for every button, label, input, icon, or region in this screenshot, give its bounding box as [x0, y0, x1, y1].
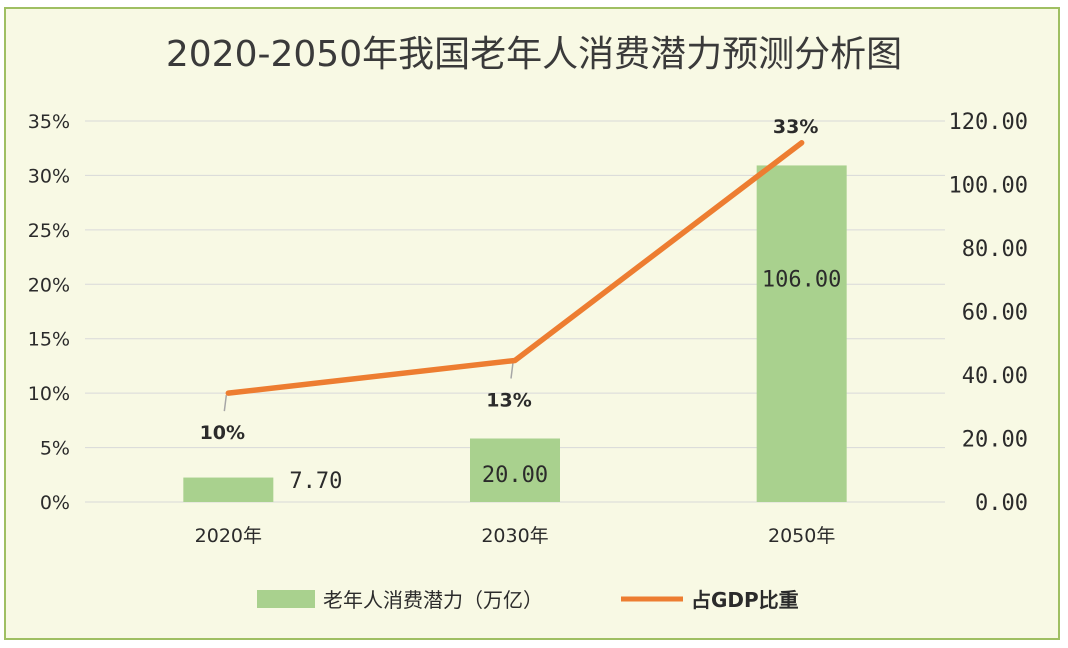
- y-left-tick-label: 15%: [28, 329, 70, 351]
- line-data-label: 33%: [773, 116, 818, 138]
- y-right-tick-label: 0.00: [975, 491, 1028, 516]
- y-left-tick-label: 30%: [28, 165, 70, 187]
- bar: [470, 438, 560, 502]
- legend-bar-swatch: [257, 590, 315, 608]
- bar: [183, 477, 274, 502]
- bar-data-label: 106.00: [762, 268, 841, 293]
- data-labels: 7.70 20.00 106.00 10% 13% 33%: [200, 116, 842, 494]
- legend-bar-label: 老年人消费潜力（万亿）: [323, 588, 543, 612]
- chart-frame: [4, 7, 1060, 640]
- leader-line: [223, 395, 228, 412]
- y-left-tick-label: 25%: [28, 220, 70, 242]
- y-axis-left: 0% 5% 10% 15% 20% 25% 30% 35%: [28, 111, 70, 514]
- y-left-tick-label: 5%: [40, 438, 70, 460]
- chart-title: 2020-2050年我国老年人消费潜力预测分析图: [166, 34, 902, 75]
- x-tick-label: 2030年: [481, 525, 548, 547]
- y-left-tick-label: 35%: [28, 111, 70, 133]
- y-right-tick-label: 80.00: [962, 237, 1028, 262]
- y-axis-right: 0.00 20.00 40.00 60.00 80.00 100.00 120.00: [949, 110, 1028, 516]
- legend-line-label: 占GDP比重: [691, 588, 799, 612]
- y-right-tick-label: 60.00: [962, 301, 1028, 326]
- y-right-tick-label: 120.00: [949, 110, 1028, 135]
- line-series: [225, 140, 805, 396]
- legend: 老年人消费潜力（万亿） 占GDP比重: [257, 588, 799, 612]
- bar-series: [183, 165, 847, 502]
- line-path: [225, 140, 805, 396]
- x-tick-label: 2020年: [195, 525, 262, 547]
- x-tick-label: 2050年: [768, 525, 835, 547]
- leader-line: [510, 362, 514, 379]
- y-right-tick-label: 20.00: [962, 428, 1028, 453]
- y-right-tick-label: 100.00: [949, 174, 1028, 199]
- label-leaders: [223, 362, 514, 412]
- y-left-tick-label: 0%: [40, 492, 70, 514]
- y-right-tick-label: 40.00: [962, 364, 1028, 389]
- x-axis: 2020年 2030年 2050年: [195, 525, 836, 547]
- bar-data-label: 7.70: [289, 469, 342, 494]
- line-data-label: 13%: [486, 389, 531, 411]
- bar: [756, 165, 847, 502]
- bar-data-label: 20.00: [482, 463, 548, 488]
- y-left-tick-label: 20%: [28, 274, 70, 296]
- line-data-label: 10%: [200, 422, 245, 444]
- y-left-tick-label: 10%: [28, 383, 70, 405]
